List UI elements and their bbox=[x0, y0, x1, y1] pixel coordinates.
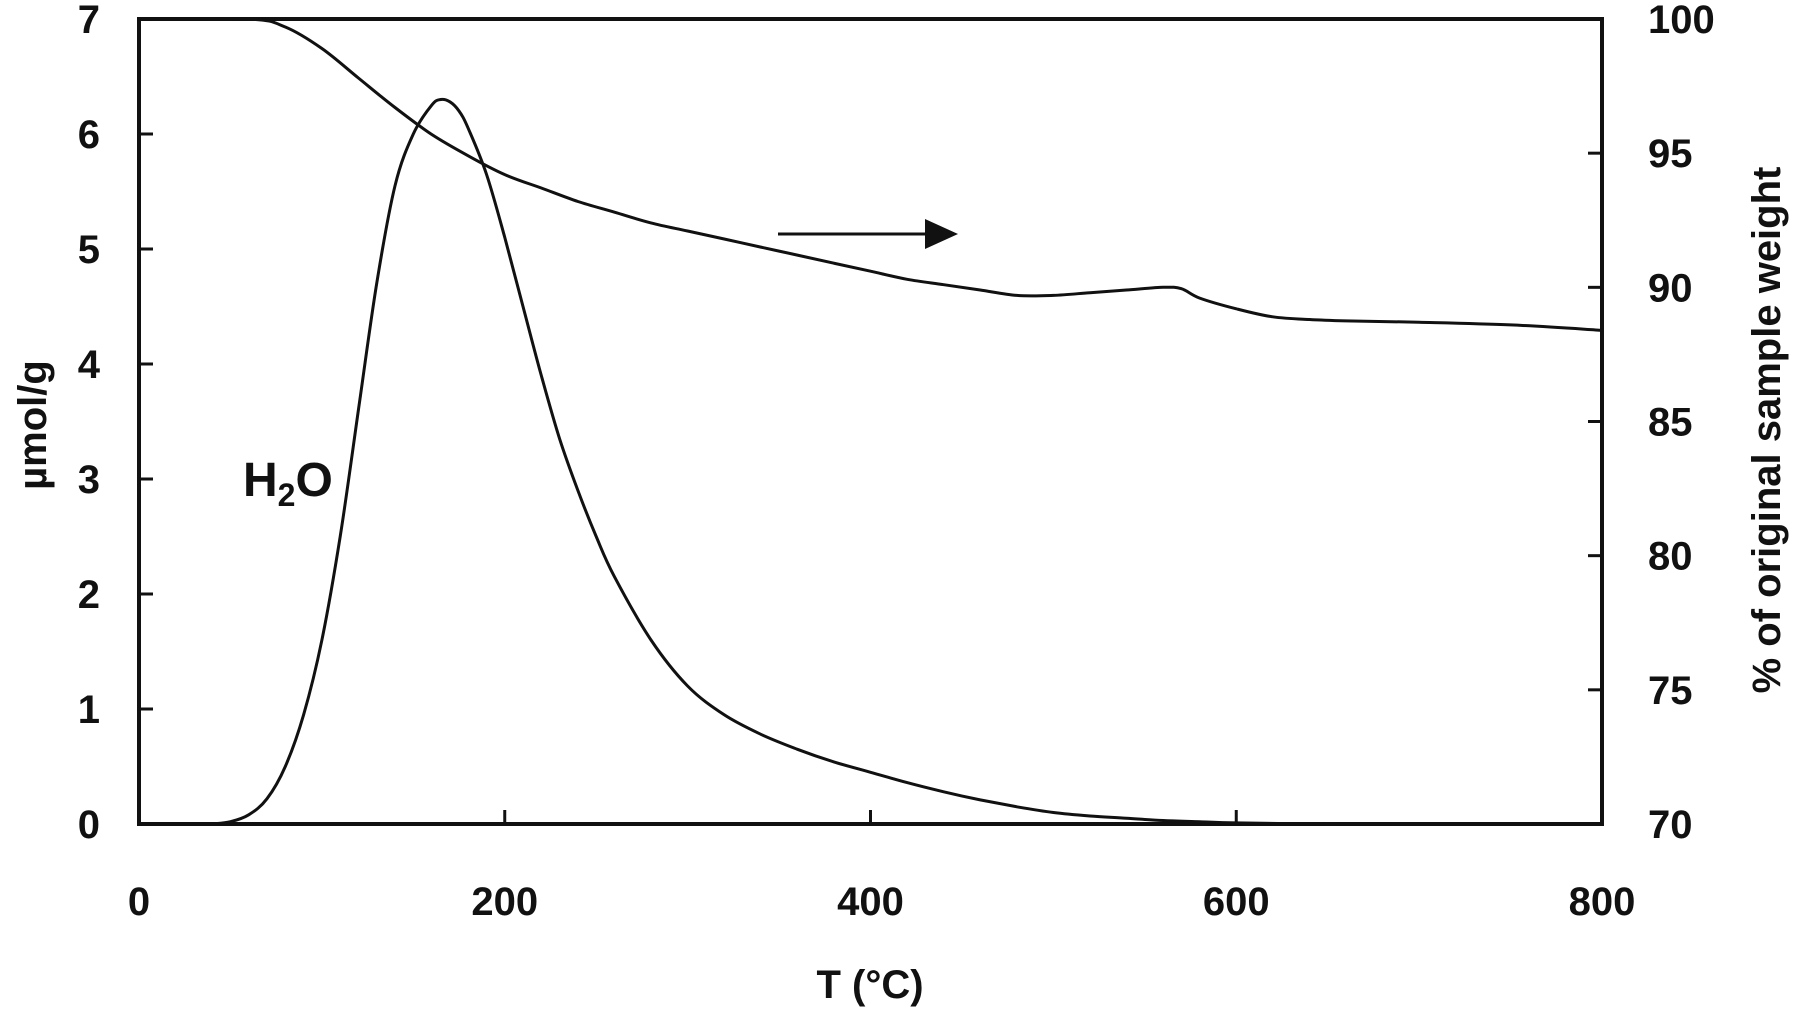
left-tick-label: 1 bbox=[78, 688, 100, 732]
x-tick-label: 600 bbox=[1203, 880, 1270, 924]
right-tick-label: 100 bbox=[1648, 0, 1715, 42]
x-tick-label: 0 bbox=[128, 880, 150, 924]
left-tick-label: 7 bbox=[78, 0, 100, 42]
left-axis-ticks: 0 1 2 3 4 5 6 7 bbox=[78, 0, 153, 847]
right-tick-label: 75 bbox=[1648, 669, 1693, 713]
left-tick-label: 2 bbox=[78, 573, 100, 617]
x-tick-label: 400 bbox=[837, 880, 904, 924]
weight-loss-curve bbox=[137, 16, 1604, 332]
left-tick-label: 4 bbox=[78, 343, 101, 387]
right-axis-ticks: 70 75 80 85 90 95 100 bbox=[1588, 0, 1715, 847]
x-tick-label: 800 bbox=[1569, 880, 1636, 924]
right-tick-label: 85 bbox=[1648, 401, 1693, 445]
right-tick-label: 80 bbox=[1648, 535, 1693, 579]
right-tick-label: 95 bbox=[1648, 132, 1693, 176]
series-layer bbox=[137, 16, 1604, 826]
x-axis-ticks: 0 200 400 600 800 bbox=[128, 810, 1636, 924]
h2o-annotation: H2O bbox=[243, 454, 333, 513]
h2o-desorption-curve bbox=[210, 97, 1604, 826]
left-tick-label: 5 bbox=[78, 228, 100, 272]
plot-frame bbox=[137, 17, 1604, 826]
left-axis-title: µmol/g bbox=[11, 360, 55, 490]
right-axis-arrow bbox=[778, 219, 958, 249]
right-tick-label: 70 bbox=[1648, 803, 1693, 847]
left-tick-label: 6 bbox=[78, 113, 100, 157]
x-tick-label: 200 bbox=[471, 880, 538, 924]
right-axis-title: % of original sample weight bbox=[1745, 167, 1789, 694]
left-tick-label: 3 bbox=[78, 458, 100, 502]
x-axis-title: T (°C) bbox=[816, 963, 923, 1007]
left-tick-label: 0 bbox=[78, 803, 100, 847]
right-tick-label: 90 bbox=[1648, 266, 1693, 310]
